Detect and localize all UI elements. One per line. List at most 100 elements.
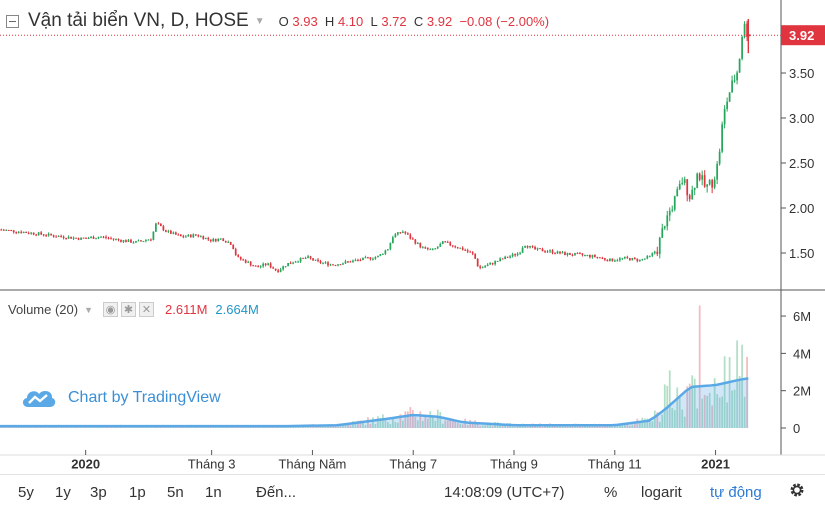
- close-label: C: [413, 13, 424, 29]
- candle-body: [324, 262, 327, 264]
- range-5y-button[interactable]: 5y: [18, 484, 34, 501]
- candle-body: [718, 151, 721, 164]
- volume-bar: [476, 423, 479, 428]
- candle-body: [546, 251, 549, 253]
- candle-body: [32, 232, 35, 235]
- volume-bar: [282, 427, 284, 428]
- candle-body: [130, 239, 132, 243]
- candle-body: [536, 248, 539, 250]
- volume-tick-label: 6M: [793, 309, 811, 324]
- candle-body: [122, 240, 125, 242]
- symbol-title[interactable]: Vận tải biển VN, D, HOSE: [28, 10, 249, 31]
- candle-body: [554, 253, 556, 255]
- candle-body: [242, 259, 245, 261]
- candle-body: [409, 234, 412, 239]
- candle-body: [668, 210, 671, 216]
- log-scale-toggle[interactable]: logarit: [641, 484, 682, 501]
- candle-body: [534, 246, 536, 250]
- volume-bar: [192, 427, 195, 428]
- candle-body: [431, 248, 434, 250]
- tradingview-watermark[interactable]: Chart by TradingView: [20, 386, 221, 410]
- candle-body: [25, 231, 28, 233]
- volume-bar: [541, 426, 544, 428]
- volume-bar: [426, 418, 429, 428]
- candle-body: [698, 173, 701, 180]
- candle-body: [45, 235, 48, 237]
- volume-bar: [357, 420, 359, 428]
- candle-body: [556, 251, 559, 254]
- volume-bar: [406, 411, 409, 428]
- volume-bar: [379, 417, 382, 428]
- range-1d-button[interactable]: 1n: [205, 484, 222, 501]
- candle-body: [364, 257, 367, 259]
- volume-bar: [414, 417, 417, 428]
- volume-bar: [150, 427, 152, 428]
- clock-timezone[interactable]: 14:08:09 (UTC+7): [444, 484, 565, 501]
- volume-bar: [259, 427, 262, 428]
- candle-body: [269, 263, 272, 268]
- volume-bar: [439, 412, 442, 428]
- volume-bar: [249, 427, 252, 428]
- chevron-down-icon[interactable]: ▼: [84, 304, 94, 315]
- candle-body: [67, 236, 70, 239]
- candle-body: [396, 232, 399, 235]
- candle-body: [691, 189, 694, 200]
- range-1m-button[interactable]: 1p: [129, 484, 146, 501]
- volume-bar: [339, 424, 342, 428]
- goto-date-button[interactable]: Đến...: [256, 484, 297, 501]
- settings-icon[interactable]: ✱: [121, 302, 137, 317]
- percent-scale-toggle[interactable]: %: [604, 484, 618, 501]
- volume-bar: [349, 425, 352, 428]
- candle-body: [0, 229, 3, 231]
- range-1y-button[interactable]: 1y: [55, 484, 71, 501]
- candle-body: [678, 184, 681, 190]
- candle-body: [511, 254, 514, 257]
- candle-body: [456, 247, 459, 249]
- candle-body: [17, 231, 20, 233]
- candle-body: [35, 234, 38, 236]
- candle-body: [651, 253, 654, 256]
- candle-body: [60, 235, 62, 237]
- candle-body: [22, 231, 25, 233]
- range-5d-button[interactable]: 5n: [167, 484, 184, 501]
- volume-title[interactable]: Volume (20): [8, 302, 79, 317]
- auto-scale-toggle[interactable]: tự động: [710, 484, 762, 501]
- candle-body: [406, 233, 409, 235]
- candle-body: [671, 209, 674, 211]
- candle-body: [673, 196, 676, 210]
- range-3m-button[interactable]: 3p: [90, 484, 107, 501]
- candle-body: [631, 258, 634, 261]
- candle-body: [481, 267, 484, 269]
- chart-canvas[interactable]: 1.50 2.00 2.50 3.00 3.50 0 2M 4M 6M 2020 Tháng 3 Th…: [0, 0, 825, 474]
- candle-body: [666, 215, 669, 227]
- volume-bar: [382, 414, 384, 428]
- eye-icon[interactable]: ◉: [103, 302, 119, 317]
- close-icon[interactable]: ✕: [139, 302, 155, 317]
- gear-icon[interactable]: [788, 481, 806, 503]
- candle-body: [539, 248, 541, 250]
- candle-body: [454, 246, 457, 248]
- collapse-legend-icon[interactable]: [6, 14, 19, 28]
- candle-body: [47, 233, 50, 236]
- volume-bar: [489, 423, 492, 428]
- volume-bar: [459, 423, 462, 428]
- volume-bar: [691, 375, 694, 428]
- candle-body: [426, 247, 429, 250]
- low-value: 3.72: [381, 13, 407, 29]
- volume-bar: [307, 426, 309, 428]
- candle-body: [594, 255, 596, 257]
- volume-bar: [484, 425, 487, 428]
- volume-bar: [441, 423, 444, 428]
- candle-body: [92, 236, 95, 239]
- candle-body: [711, 180, 714, 188]
- candle-body: [110, 238, 112, 240]
- time-axis-label: 2020: [71, 457, 100, 472]
- volume-bar: [741, 344, 743, 428]
- chevron-down-icon[interactable]: ▼: [254, 15, 265, 27]
- volume-bar: [391, 418, 394, 428]
- low-label: L: [370, 13, 378, 29]
- candle-body: [117, 239, 120, 241]
- volume-bar: [471, 423, 474, 428]
- volume-bar: [337, 426, 339, 428]
- candle-body: [272, 267, 275, 269]
